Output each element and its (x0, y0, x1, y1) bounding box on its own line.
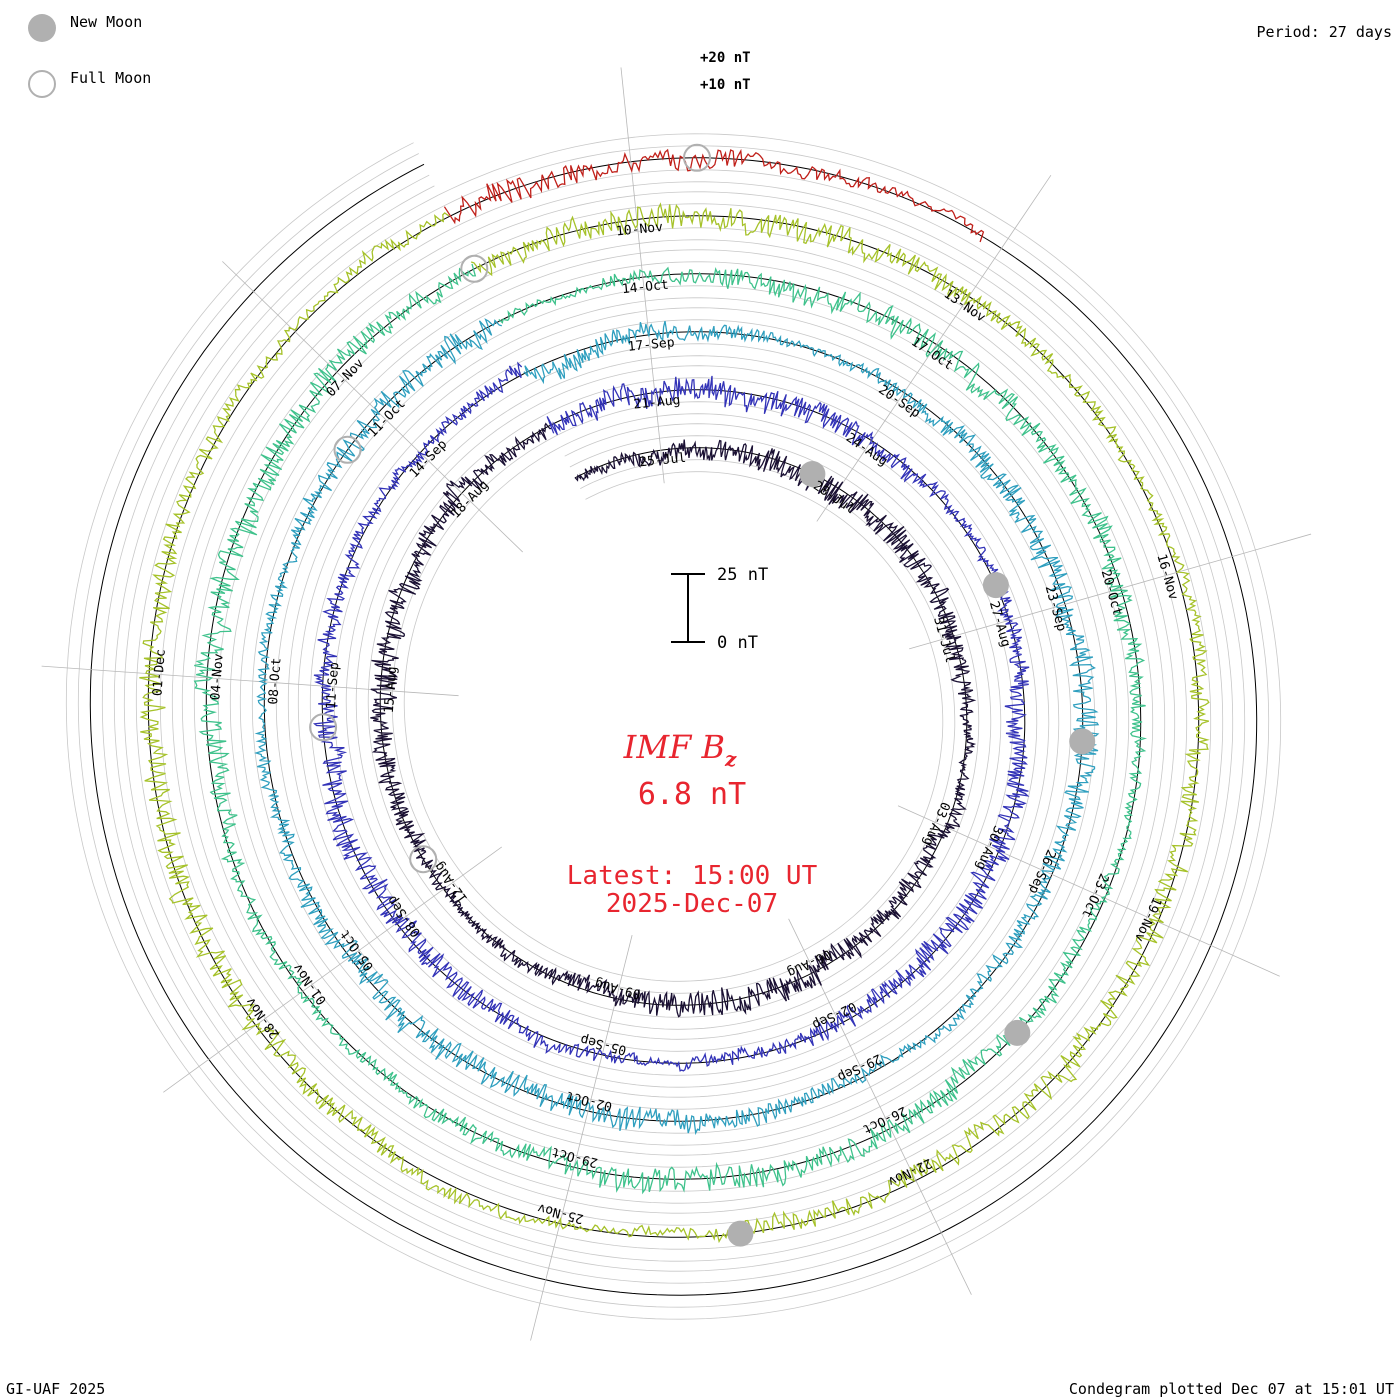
date-tick-label: 15-Aug (382, 666, 400, 714)
scale-top-label: 25 nT (717, 565, 768, 585)
full-moon-legend-icon (28, 70, 56, 98)
grid-ring (275, 331, 1072, 1110)
bz-trace-6 (443, 148, 985, 243)
footer-plotted: Condegram plotted Dec 07 at 15:01 UT (1069, 1380, 1394, 1398)
grid-ring (367, 414, 980, 1018)
ring-label-20nt: +20 nT (700, 50, 751, 66)
full-moon-marker (333, 435, 362, 464)
footer-credit: GI-UAF 2025 (6, 1380, 105, 1398)
latest-time: Latest: 15:00 UT (567, 861, 818, 891)
day-spoke (816, 174, 1052, 522)
period-label: Period: 27 days (1257, 23, 1392, 41)
bz-traces (139, 148, 1210, 1244)
scale-bottom-label: 0 nT (717, 633, 758, 653)
grid-ring (113, 181, 1234, 1272)
grid-ring (345, 394, 1002, 1040)
grid-ring (403, 446, 944, 982)
grid-ring (77, 145, 1270, 1308)
grid-ring (193, 257, 1154, 1192)
date-tick-label: 08-Oct (266, 657, 284, 705)
date-tick-label: 04-Nov (208, 653, 226, 701)
grid-ring (333, 383, 1014, 1052)
date-tick-label: 01-Dec (150, 649, 168, 697)
grid-ring (101, 169, 1246, 1284)
new-moon-marker (1069, 728, 1096, 755)
latest-date: 2025-Dec-07 (606, 889, 778, 919)
date-tick-label: 09-Aug (593, 975, 642, 1001)
grid-ring (229, 290, 1118, 1156)
day-spoke (897, 805, 1280, 977)
grid-ring (135, 203, 1212, 1250)
date-tick-label: 25-Jul (639, 451, 687, 471)
full-moon-marker (683, 143, 711, 172)
new-moon-legend-icon (28, 14, 56, 42)
grid-ring (251, 309, 1096, 1134)
bz-trace-1 (370, 422, 977, 1018)
ring-label-10nt: +10 nT (700, 77, 751, 93)
new-moon-marker (982, 572, 1009, 599)
chart-title: IMF Bz (623, 728, 737, 771)
date-tick-label: 11-Sep (324, 661, 342, 709)
day-spoke (909, 533, 1312, 650)
baseline-ring (89, 157, 1258, 1296)
grid-ring (355, 403, 992, 1030)
full-moon-marker (460, 254, 489, 283)
full-moon-marker (409, 845, 438, 874)
date-tick-label: 17-Oct (908, 335, 955, 374)
date-tick-label: 14-Oct (621, 278, 669, 298)
grid-ring (65, 133, 1282, 1320)
full-moon-legend-label: Full Moon (70, 69, 151, 87)
bz-trace-2 (312, 361, 1030, 1072)
grid-ring (239, 299, 1108, 1146)
new-moon-marker (1004, 1019, 1031, 1046)
date-tick-label: 02-Oct (565, 1088, 614, 1114)
grid-ring (123, 191, 1224, 1262)
date-tick-label: 28-Jul (810, 478, 857, 517)
date-tick-label: 21-Aug (633, 393, 681, 413)
bz-trace-5 (139, 202, 1210, 1244)
day-spoke (222, 261, 524, 553)
full-moon-marker (309, 713, 338, 742)
new-moon-legend-label: New Moon (70, 13, 142, 31)
day-spoke (620, 67, 665, 484)
bz-trace-3 (253, 318, 1100, 1136)
grid-ring (297, 351, 1050, 1088)
day-spoke (41, 665, 459, 697)
grid-ring (159, 227, 1188, 1226)
date-tick-label: 10-Nov (615, 220, 663, 240)
bz-trace-4 (193, 263, 1148, 1195)
moon-phase-markers (309, 143, 1096, 1247)
grid-ring (287, 342, 1060, 1098)
current-value: 6.8 nT (638, 777, 746, 812)
grid-ring (171, 237, 1176, 1214)
grid-ring (217, 279, 1130, 1168)
date-tick-label: 17-Sep (627, 335, 675, 355)
grid-ring (181, 246, 1166, 1204)
grid-ring (309, 362, 1038, 1076)
ring-grid (41, 67, 1312, 1341)
new-moon-marker (799, 461, 826, 487)
new-moon-marker (727, 1220, 754, 1247)
